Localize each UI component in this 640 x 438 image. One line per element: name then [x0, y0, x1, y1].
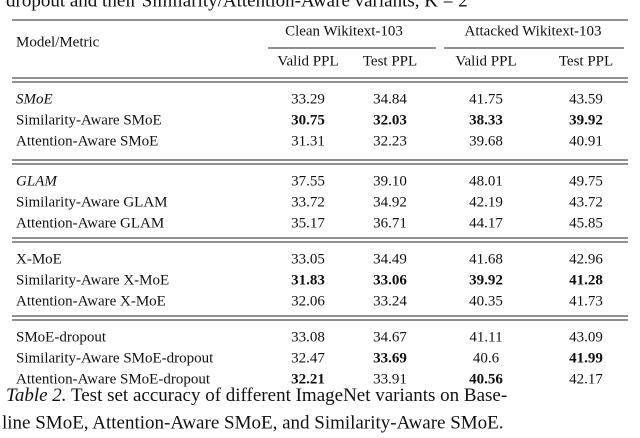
cell-value: 35.17 — [291, 215, 325, 231]
cell-value: 31.31 — [291, 133, 325, 149]
model-name: Similarity-Aware SMoE-dropout — [16, 350, 214, 366]
model-name: Similarity-Aware SMoE — [16, 112, 162, 128]
model-name: SMoE-dropout — [16, 329, 107, 345]
cell-value: 41.11 — [469, 329, 502, 345]
cell-value: 32.06 — [291, 293, 325, 309]
model-name: Attention-Aware X-MoE — [16, 293, 166, 309]
cell-value: 39.92 — [469, 272, 503, 288]
cell-value: 33.91 — [373, 371, 407, 387]
cell-value: 41.28 — [569, 272, 603, 288]
cell-value: 33.29 — [291, 91, 325, 107]
cell-value: 42.17 — [569, 371, 603, 387]
top-text: dropout and their Similarity/Attention-A… — [6, 0, 468, 11]
cell-value: 45.85 — [569, 215, 603, 231]
cell-value: 39.68 — [469, 133, 503, 149]
cell-value: 43.59 — [569, 91, 603, 107]
cell-value: 31.83 — [291, 272, 325, 288]
caption-label: Table 2. — [6, 385, 67, 406]
cell-value: 36.71 — [373, 215, 407, 231]
model-name: Attention-Aware GLAM — [16, 215, 164, 231]
cell-value: 43.09 — [569, 329, 603, 345]
cell-value: 37.55 — [291, 173, 325, 189]
model-name: X-MoE — [16, 251, 62, 267]
corner-header: Model/Metric — [16, 34, 100, 50]
cell-value: 44.17 — [469, 215, 503, 231]
caption-line: Table 2. Test set accuracy of different … — [6, 385, 507, 406]
cell-value: 48.01 — [469, 173, 503, 189]
caption-text: Test set accuracy of different ImageNet … — [71, 385, 507, 406]
cell-value: 38.33 — [469, 112, 503, 128]
cell-value: 33.69 — [373, 350, 407, 366]
cell-value: 40.35 — [469, 293, 503, 309]
cell-value: 41.75 — [469, 91, 503, 107]
group-header: Attacked Wikitext-103 — [465, 23, 602, 39]
model-name: SMoE — [16, 91, 53, 107]
cell-value: 34.67 — [373, 329, 407, 345]
cell-value: 41.99 — [569, 350, 603, 366]
cell-value: 42.96 — [569, 251, 603, 267]
cell-value: 34.92 — [373, 194, 407, 210]
cell-value: 43.72 — [569, 194, 603, 210]
model-name: Attention-Aware SMoE-dropout — [16, 371, 211, 387]
model-name: Similarity-Aware GLAM — [16, 194, 168, 210]
group-header: Clean Wikitext-103 — [285, 23, 403, 39]
cell-value: 33.05 — [291, 251, 325, 267]
cell-value: 39.10 — [373, 173, 407, 189]
cell-value: 42.19 — [469, 194, 503, 210]
caption-line: line SMoE, Attention-Aware SMoE, and Sim… — [2, 412, 504, 433]
cell-value: 33.72 — [291, 194, 325, 210]
cell-value: 34.49 — [373, 251, 407, 267]
cell-value: 41.73 — [569, 293, 603, 309]
cell-value: 33.08 — [291, 329, 325, 345]
cell-value: 41.68 — [469, 251, 503, 267]
cell-value: 40.91 — [569, 133, 603, 149]
cell-value: 34.84 — [373, 91, 407, 107]
model-name: GLAM — [16, 173, 58, 189]
cell-value: 32.23 — [373, 133, 407, 149]
cell-value: 40.6 — [473, 350, 500, 366]
cell-value: 32.03 — [373, 112, 407, 128]
cell-value: 40.56 — [469, 371, 503, 387]
cell-value: 32.47 — [291, 350, 325, 366]
cell-value: 49.75 — [569, 173, 603, 189]
column-header: Valid PPL — [277, 53, 338, 69]
cell-value: 33.24 — [373, 293, 407, 309]
model-name: Similarity-Aware X-MoE — [16, 272, 169, 288]
column-header: Test PPL — [559, 53, 613, 69]
cell-value: 39.92 — [569, 112, 603, 128]
cell-value: 32.21 — [291, 371, 325, 387]
cell-value: 33.06 — [373, 272, 407, 288]
column-header: Test PPL — [363, 53, 417, 69]
column-header: Valid PPL — [455, 53, 516, 69]
model-name: Attention-Aware SMoE — [16, 133, 158, 149]
cell-value: 30.75 — [291, 112, 325, 128]
